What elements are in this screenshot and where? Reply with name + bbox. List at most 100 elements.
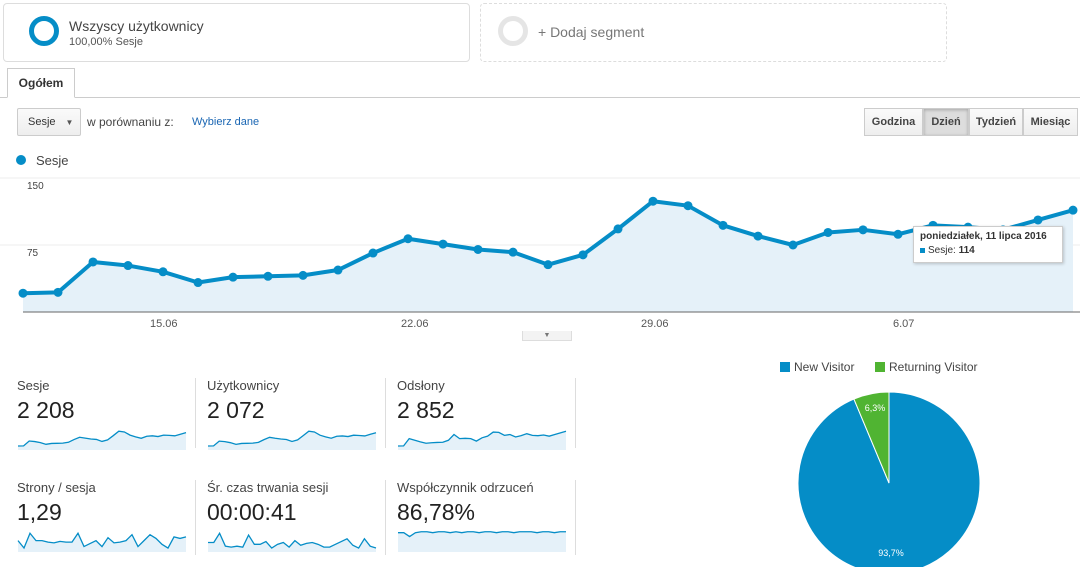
btn-label: Godzina (871, 116, 916, 128)
chevron-down-icon: ▼ (65, 117, 74, 127)
chart-legend-label: Sesje (36, 153, 69, 168)
pie-legend-returning[interactable]: Returning Visitor (875, 360, 978, 374)
add-segment-label: + Dodaj segment (538, 24, 645, 40)
metric-2[interactable]: Odsłony 2 852 (397, 378, 569, 451)
tooltip-title: poniedziałek, 11 lipca 2016 (920, 231, 1047, 242)
data-point[interactable] (298, 270, 308, 280)
data-point[interactable] (263, 271, 273, 281)
tab-label: Ogółem (18, 76, 64, 90)
legend-label: Returning Visitor (889, 360, 978, 374)
granularity-day[interactable]: Dzień (923, 108, 969, 136)
data-point[interactable] (858, 225, 868, 235)
compare-label: w porównaniu z: (87, 115, 174, 129)
data-point[interactable] (753, 231, 763, 241)
pie-label-returning: 6,3% (865, 403, 886, 413)
sparkline-area (18, 431, 186, 450)
sparkline (17, 430, 187, 450)
data-point[interactable] (893, 229, 903, 239)
divider (385, 480, 386, 555)
data-point[interactable] (158, 267, 168, 277)
choose-data-link[interactable]: Wybierz dane (192, 116, 260, 128)
metric-5[interactable]: Współczynnik odrzuceń 86,78% (397, 480, 569, 553)
data-point[interactable] (438, 239, 448, 249)
sparkline-line (397, 430, 567, 447)
data-point[interactable] (88, 257, 98, 267)
granularity-hour[interactable]: Godzina (864, 108, 923, 136)
pie-slice-returning-visitor[interactable] (853, 391, 890, 484)
data-point[interactable] (18, 288, 28, 298)
metric-value: 2 852 (397, 397, 455, 423)
data-point[interactable] (823, 227, 833, 237)
chart-resize-handle[interactable]: ▼ (522, 331, 572, 341)
sparkline-area (398, 531, 566, 552)
metric-0[interactable]: Sesje 2 208 (17, 378, 189, 451)
metric-select-value: Sesje (28, 116, 56, 128)
sparkline-line (17, 531, 187, 550)
data-point[interactable] (53, 287, 63, 297)
pie-legend-new[interactable]: New Visitor (780, 360, 854, 374)
divider (195, 378, 196, 448)
x-tick: 29.06 (641, 318, 669, 330)
tick-150: 150 (27, 181, 44, 192)
metric-1[interactable]: Użytkownicy 2 072 (207, 378, 379, 451)
legend-square-icon (780, 362, 790, 372)
metric-label: Odsłony (397, 378, 445, 393)
metric-value: 2 072 (207, 397, 265, 423)
legend-square-icon (875, 362, 885, 372)
add-segment-button[interactable]: + Dodaj segment (480, 3, 947, 62)
divider (575, 378, 576, 448)
data-point[interactable] (193, 278, 203, 288)
metric-value: 1,29 (17, 499, 62, 525)
data-point[interactable] (648, 196, 658, 206)
pie-label-new: 93,7% (878, 548, 904, 558)
data-point[interactable] (683, 201, 693, 211)
granularity-week[interactable]: Tydzień (969, 108, 1023, 136)
tab-ogolem[interactable]: Ogółem (7, 68, 75, 98)
metric-value: 86,78% (397, 499, 476, 525)
btn-label: Tydzień (975, 116, 1017, 128)
metric-label: Współczynnik odrzuceń (397, 480, 534, 495)
data-point[interactable] (333, 265, 343, 275)
data-point[interactable] (508, 247, 518, 257)
tooltip-series: Sesje: (928, 245, 956, 256)
btn-label: Dzień (931, 116, 961, 128)
data-point[interactable] (613, 224, 623, 234)
series-area (23, 201, 1073, 312)
metric-select[interactable]: Sesje ▼ (17, 108, 81, 136)
sparkline-line (398, 531, 566, 538)
divider (195, 480, 196, 555)
granularity-month[interactable]: Miesiąc (1023, 108, 1078, 136)
data-point[interactable] (403, 234, 413, 244)
metric-4[interactable]: Śr. czas trwania sesji 00:00:41 (207, 480, 379, 553)
segment-subtitle: 100,00% Sesje (69, 36, 143, 48)
data-point[interactable] (368, 248, 378, 258)
x-tick: 6.07 (893, 318, 915, 330)
tooltip-value: 114 (958, 245, 975, 256)
legend-dot-icon (16, 155, 26, 165)
data-point[interactable] (788, 240, 798, 250)
sparkline (398, 531, 566, 552)
tick-75: 75 (27, 248, 39, 259)
data-point[interactable] (228, 272, 238, 282)
data-point[interactable] (473, 244, 483, 254)
sparkline (397, 430, 567, 450)
data-point[interactable] (543, 260, 553, 270)
x-tick: 22.06 (401, 318, 429, 330)
sparkline-line (17, 430, 187, 447)
data-point[interactable] (718, 220, 728, 230)
metric-3[interactable]: Strony / sesja 1,29 (17, 480, 189, 553)
sessions-chart[interactable] (0, 170, 1080, 330)
segment-all-users[interactable]: Wszyscy użytkownicy 100,00% Sesje (3, 3, 470, 62)
sparkline (17, 531, 187, 552)
metric-value: 2 208 (17, 397, 75, 423)
sparkline (208, 531, 377, 552)
tab-divider (0, 97, 1080, 98)
data-point[interactable] (123, 261, 133, 271)
chart-tooltip: poniedziałek, 11 lipca 2016 Sesje: 114 (913, 226, 1063, 263)
sparkline-line (208, 531, 377, 549)
visitor-pie-chart[interactable]: 6,3% 93,7% (780, 380, 1000, 567)
data-point[interactable] (578, 250, 588, 260)
data-point[interactable] (1033, 215, 1043, 225)
data-point[interactable] (1068, 205, 1078, 215)
metric-label: Sesje (17, 378, 50, 393)
